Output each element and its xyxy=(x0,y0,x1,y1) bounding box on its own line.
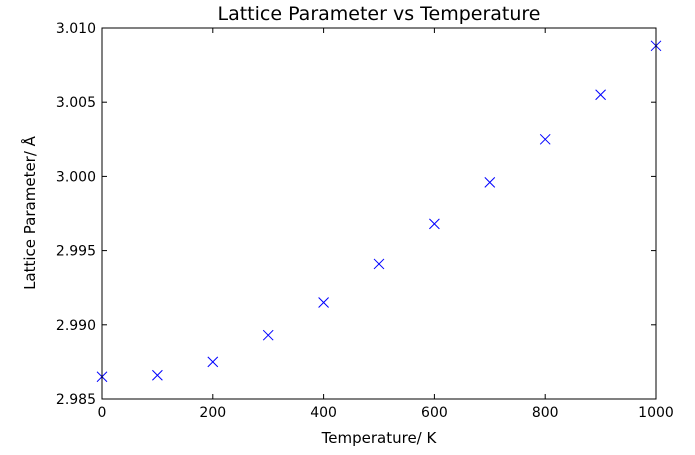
data-point-marker xyxy=(373,258,385,270)
x-tick-label: 0 xyxy=(98,405,107,421)
y-tick-label: 2.995 xyxy=(56,244,96,260)
y-tick-label: 3.010 xyxy=(56,21,96,37)
data-point-marker xyxy=(318,297,329,308)
y-tick-label: 2.990 xyxy=(56,318,96,334)
axis-ticks: 0 200 400 600 800 1000 2.985 2.990 2.995 3.000 3.0… xyxy=(56,21,674,421)
x-tick-label: 600 xyxy=(421,405,448,421)
data-point-marker xyxy=(152,369,163,381)
plot-frame xyxy=(101,27,657,400)
x-tick-label: 800 xyxy=(532,405,559,421)
x-tick-label: 400 xyxy=(310,405,337,421)
data-points xyxy=(96,40,662,383)
y-tick-label: 3.000 xyxy=(56,169,96,185)
data-point-marker xyxy=(262,329,274,341)
x-axis-label: Temperature/ K xyxy=(321,429,438,447)
chart-title: Lattice Parameter vs Temperature xyxy=(217,3,540,25)
data-point-marker xyxy=(207,356,219,368)
y-tick-label: 2.985 xyxy=(56,392,96,408)
data-point-marker xyxy=(595,89,606,101)
y-axis-label: Lattice Parameter/ Å xyxy=(20,135,39,290)
x-tick-label: 1000 xyxy=(638,405,674,421)
data-point-marker xyxy=(429,218,440,230)
data-point-marker xyxy=(539,133,551,145)
x-tick-label: 200 xyxy=(199,405,226,421)
data-point-marker xyxy=(484,176,496,188)
y-tick-label: 3.005 xyxy=(56,95,96,111)
